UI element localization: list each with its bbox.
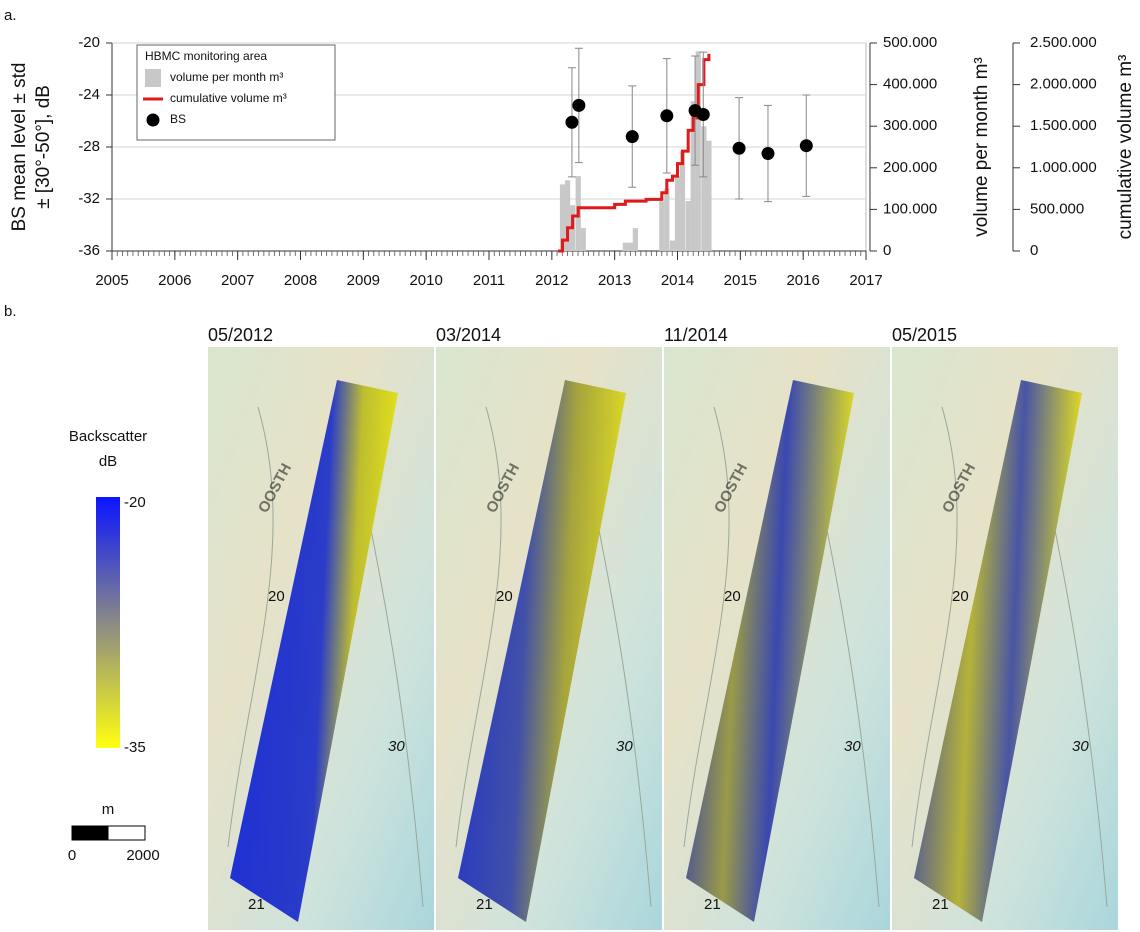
map-title: 05/2012 (208, 325, 273, 345)
bar (680, 151, 685, 251)
bar (670, 241, 675, 251)
y-tick-label: -24 (78, 86, 100, 103)
contour-label: 20 (952, 588, 969, 605)
y2-tick-label: 400.000 (883, 76, 937, 93)
scale-unit: m (102, 801, 115, 818)
x-tick-label: 2005 (95, 272, 128, 289)
point (626, 130, 639, 143)
x-tick-label: 2012 (535, 272, 568, 289)
y2-tick-label: 200.000 (883, 159, 937, 176)
panel-label: a. (4, 7, 17, 24)
bar (706, 141, 711, 251)
scale-tick-label: 0 (68, 847, 76, 864)
y3-tick-label: 0 (1030, 242, 1038, 259)
legend-label: volume per month m³ (170, 70, 283, 84)
contour-label: 20 (268, 588, 285, 605)
point (733, 142, 746, 155)
contour-label: 20 (496, 588, 513, 605)
y3-tick-label: 2.500.000 (1030, 34, 1097, 51)
x-tick-label: 2006 (158, 272, 191, 289)
y-tick-label: -36 (78, 242, 100, 259)
y2-tick-label: 500.000 (883, 34, 937, 51)
colorbar-title: dB (99, 453, 117, 470)
panel-label: b. (4, 303, 17, 320)
bar (628, 243, 633, 251)
map-title: 11/2014 (664, 325, 728, 345)
legend-label: BS (170, 112, 186, 126)
legend-title: HBMC monitoring area (145, 49, 267, 63)
legend-swatch (147, 114, 160, 127)
point (697, 108, 710, 121)
point (660, 109, 673, 122)
y3-tick-label: 1.000.000 (1030, 159, 1097, 176)
scale-tick-label: 2000 (126, 847, 159, 864)
bar (701, 126, 706, 251)
point (761, 147, 774, 160)
contour-label: 30 (388, 738, 405, 755)
contour-label: 20 (724, 588, 741, 605)
x-tick-label: 2009 (347, 272, 380, 289)
contour-label: 21 (476, 896, 493, 913)
scale-bar-black (72, 826, 108, 840)
figure: a. b. -36-32-28-24-202005200620072008200… (0, 0, 1140, 932)
x-tick-label: 2008 (284, 272, 317, 289)
colorbar-title: Backscatter (69, 428, 147, 445)
bar (686, 201, 691, 251)
bar (623, 243, 628, 251)
scale-bar-white (108, 826, 145, 840)
bar (581, 228, 586, 251)
bar (659, 201, 664, 251)
y-tick-label: -32 (78, 190, 100, 207)
y-tick-label: -20 (78, 34, 100, 51)
bar (675, 176, 680, 251)
colorbar (96, 497, 120, 748)
x-tick-label: 2016 (786, 272, 819, 289)
contour-label: 21 (932, 896, 949, 913)
legend-label: cumulative volume m³ (170, 91, 287, 105)
x-tick-label: 2017 (849, 272, 882, 289)
colorbar-tick-label: -20 (124, 494, 146, 511)
x-tick-label: 2015 (724, 272, 757, 289)
contour-label: 30 (1072, 738, 1089, 755)
bar (664, 189, 669, 251)
y3-axis-title: cumulative volume m³ (1115, 55, 1136, 240)
bar (696, 51, 701, 251)
x-tick-label: 2010 (409, 272, 442, 289)
point (800, 139, 813, 152)
x-tick-label: 2013 (598, 272, 631, 289)
x-tick-label: 2011 (473, 272, 505, 289)
y-axis-title: ± [30°-50°], dB (33, 85, 54, 209)
map-title: 03/2014 (436, 325, 501, 345)
y2-axis-title: volume per month m³ (971, 57, 992, 237)
map-title: 05/2015 (892, 325, 957, 345)
point (572, 99, 585, 112)
y3-tick-label: 2.000.000 (1030, 76, 1097, 93)
y3-tick-label: 1.500.000 (1030, 117, 1097, 134)
contour-label: 21 (704, 896, 721, 913)
y-tick-label: -28 (78, 138, 100, 155)
x-tick-label: 2007 (221, 272, 254, 289)
legend-swatch (145, 69, 161, 87)
y3-tick-label: 500.000 (1030, 200, 1084, 217)
y-axis-title: BS mean level ± std (9, 63, 30, 232)
bar (633, 228, 638, 251)
contour-label: 21 (248, 896, 265, 913)
y2-tick-label: 0 (883, 242, 891, 259)
point (565, 116, 578, 129)
y2-tick-label: 100.000 (883, 200, 937, 217)
colorbar-tick-label: -35 (124, 739, 146, 756)
contour-label: 30 (616, 738, 633, 755)
x-tick-label: 2014 (661, 272, 694, 289)
y2-tick-label: 300.000 (883, 117, 937, 134)
contour-label: 30 (844, 738, 861, 755)
